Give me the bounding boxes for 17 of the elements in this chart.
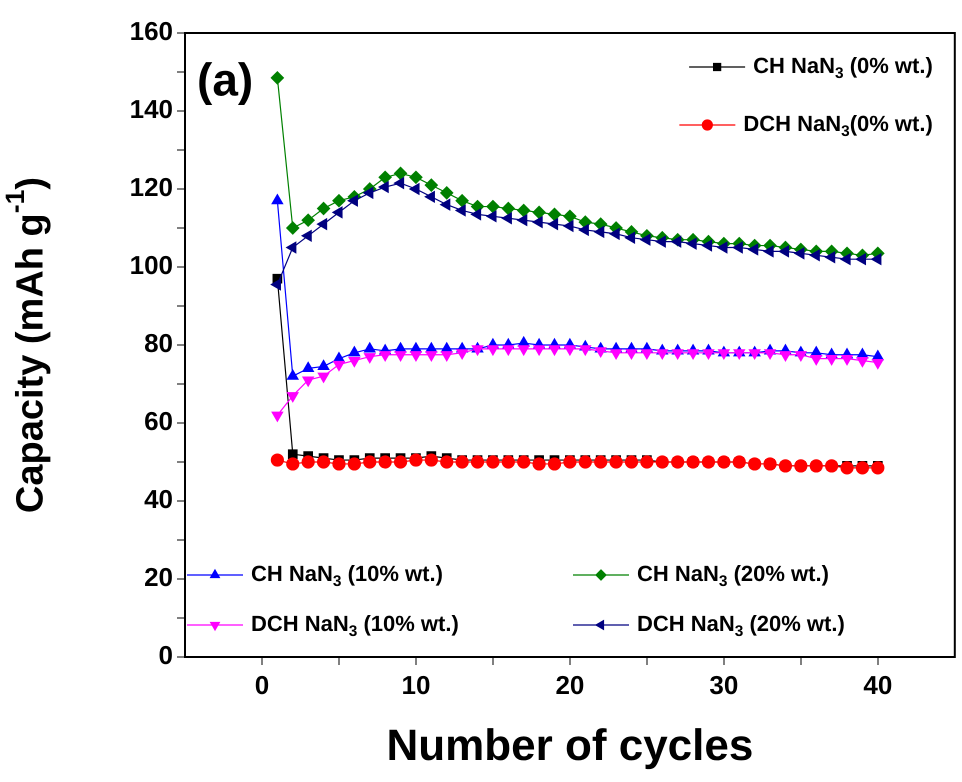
y-tick-label: 140 [130, 94, 173, 124]
y-tick-label: 0 [158, 640, 173, 670]
y-tick-label: 20 [144, 562, 173, 592]
y-tick-label: 100 [130, 250, 173, 280]
x-axis-title: Number of cycles [386, 721, 754, 770]
x-tick-label: 40 [863, 670, 892, 700]
y-tick-label: 120 [130, 172, 173, 202]
y-tick-label: 160 [130, 16, 173, 46]
y-tick-label: 40 [144, 484, 173, 514]
y-axis-title: Capacity (mAh g-1) [0, 176, 52, 514]
annotation: (a) [197, 54, 254, 106]
x-tick-label: 30 [709, 670, 738, 700]
x-tick-label: 0 [254, 670, 270, 700]
y-tick-label: 80 [144, 328, 173, 358]
y-tick-label: 60 [144, 406, 173, 436]
x-tick-label: 20 [555, 670, 584, 700]
x-tick-label: 10 [401, 670, 430, 700]
